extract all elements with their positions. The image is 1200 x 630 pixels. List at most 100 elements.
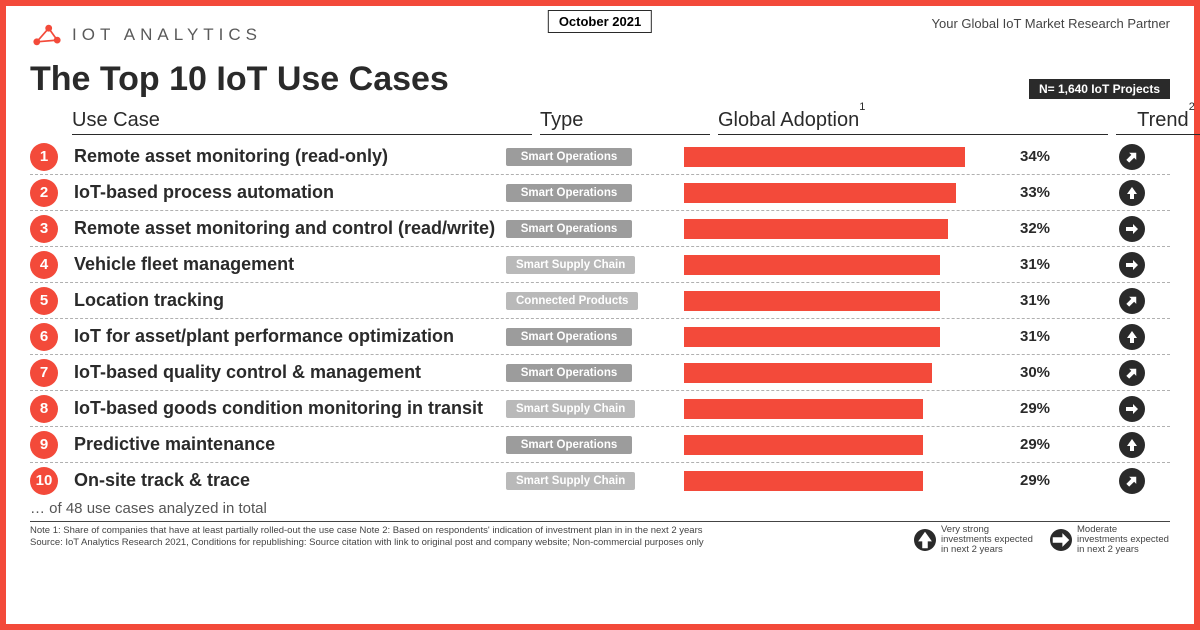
type-cell: Smart Operations	[506, 219, 676, 238]
adoption-bar-cell: 32%	[684, 219, 1074, 239]
col-header-use-case: Use Case	[72, 109, 532, 135]
use-case-label: IoT-based goods condition monitoring in …	[74, 398, 498, 419]
trend-arrow-icon	[1119, 288, 1145, 314]
trend-arrow-icon	[1119, 432, 1145, 458]
table-row: 3 Remote asset monitoring and control (re…	[30, 211, 1170, 247]
bar-track	[684, 471, 1014, 491]
use-case-label: Remote asset monitoring (read-only)	[74, 146, 498, 167]
col-header-type: Type	[540, 109, 710, 135]
brand-logo-icon	[30, 21, 64, 49]
bar-value: 31%	[1020, 328, 1050, 345]
trend-cell	[1082, 288, 1182, 314]
adoption-bar-cell: 29%	[684, 399, 1074, 419]
footnotes-text: Note 1: Share of companies that have at …	[30, 525, 904, 555]
type-chip: Smart Supply Chain	[506, 472, 635, 490]
bar-value: 29%	[1020, 400, 1050, 417]
type-chip: Smart Operations	[506, 184, 632, 202]
footnotes: Note 1: Share of companies that have at …	[30, 521, 1170, 555]
table-row: 6IoT for asset/plant performance optimiz…	[30, 319, 1170, 355]
title-row: The Top 10 IoT Use Cases N= 1,640 IoT Pr…	[30, 60, 1170, 99]
bar-track	[684, 219, 1014, 239]
rank-badge: 7	[30, 359, 58, 387]
adoption-bar-cell: 33%	[684, 183, 1074, 203]
adoption-bar-cell: 29%	[684, 435, 1074, 455]
table-row: 8 IoT-based goods condition monitoring in…	[30, 391, 1170, 427]
type-cell: Connected Products	[506, 291, 676, 310]
table-row: 2 IoT-based process automation Smart Opera…	[30, 175, 1170, 211]
type-cell: Smart Supply Chain	[506, 471, 676, 490]
trend-cell	[1082, 216, 1182, 242]
use-case-label: Location tracking	[74, 290, 498, 311]
trend-cell	[1082, 468, 1182, 494]
adoption-bar-cell: 31%	[684, 255, 1074, 275]
col-header-adoption: Global Adoption1	[718, 109, 1108, 135]
bar-value: 29%	[1020, 436, 1050, 453]
rank-badge: 4	[30, 251, 58, 279]
type-chip: Smart Operations	[506, 436, 632, 454]
bar-value: 31%	[1020, 256, 1050, 273]
bar-track	[684, 399, 1014, 419]
col-header-trend: Trend2	[1116, 109, 1200, 135]
type-chip: Smart Operations	[506, 148, 632, 166]
arrow-right-icon	[1050, 529, 1072, 551]
type-cell: Smart Operations	[506, 363, 676, 382]
trend-arrow-icon	[1119, 216, 1145, 242]
trend-arrow-icon	[1119, 396, 1145, 422]
type-cell: Smart Supply Chain	[506, 255, 676, 274]
rank-badge: 8	[30, 395, 58, 423]
rank-badge: 5	[30, 287, 58, 315]
use-case-label: IoT-based process automation	[74, 182, 498, 203]
trend-cell	[1082, 360, 1182, 386]
bar-value: 30%	[1020, 364, 1050, 381]
trend-legend: Very strong investments expected in next…	[914, 525, 1170, 555]
bar-value: 34%	[1020, 148, 1050, 165]
rank-badge: 3	[30, 215, 58, 243]
type-chip: Smart Supply Chain	[506, 400, 635, 418]
bar-value: 32%	[1020, 220, 1050, 237]
page-title: The Top 10 IoT Use Cases	[30, 60, 449, 99]
bar-fill	[684, 363, 932, 383]
trend-arrow-icon	[1119, 468, 1145, 494]
table-row: 5Location trackingConnected Products31%	[30, 283, 1170, 319]
bar-track	[684, 363, 1014, 383]
trend-cell	[1082, 144, 1182, 170]
use-case-label: On-site track & trace	[74, 470, 498, 491]
bar-track	[684, 291, 1014, 311]
use-case-label: IoT-based quality control & management	[74, 362, 498, 383]
trend-arrow-icon	[1119, 252, 1145, 278]
type-cell: Smart Operations	[506, 327, 676, 346]
rank-badge: 9	[30, 431, 58, 459]
bar-fill	[684, 147, 965, 167]
bar-fill	[684, 219, 948, 239]
table-row: 9Predictive maintenanceSmart Operations2…	[30, 427, 1170, 463]
rank-badge: 2	[30, 179, 58, 207]
type-cell: Smart Operations	[506, 147, 676, 166]
bar-value: 33%	[1020, 184, 1050, 201]
adoption-bar-cell: 34%	[684, 147, 1074, 167]
bar-fill	[684, 471, 923, 491]
use-case-label: Vehicle fleet management	[74, 254, 498, 275]
type-cell: Smart Supply Chain	[506, 399, 676, 418]
bar-fill	[684, 435, 923, 455]
bar-track	[684, 435, 1014, 455]
brand-name: IOT ANALYTICS	[72, 25, 262, 45]
bar-track	[684, 327, 1014, 347]
trend-arrow-icon	[1119, 144, 1145, 170]
table-row: 7 IoT-based quality control & management S…	[30, 355, 1170, 391]
bar-track	[684, 255, 1014, 275]
use-case-label: IoT for asset/plant performance optimiza…	[74, 326, 498, 347]
trend-arrow-icon	[1119, 324, 1145, 350]
bar-fill	[684, 183, 956, 203]
type-chip: Connected Products	[506, 292, 638, 310]
trend-cell	[1082, 396, 1182, 422]
arrow-up-icon	[914, 529, 936, 551]
table-row: 1Remote asset monitoring (read-only)Smar…	[30, 139, 1170, 175]
trend-cell	[1082, 432, 1182, 458]
adoption-bar-cell: 30%	[684, 363, 1074, 383]
column-headers: Use Case Type Global Adoption1 Trend2	[30, 109, 1170, 135]
use-case-label: Remote asset monitoring and control (rea…	[74, 218, 498, 239]
type-cell: Smart Operations	[506, 435, 676, 454]
bar-fill	[684, 291, 940, 311]
type-chip: Smart Supply Chain	[506, 256, 635, 274]
footer-note: … of 48 use cases analyzed in total	[30, 500, 1170, 517]
